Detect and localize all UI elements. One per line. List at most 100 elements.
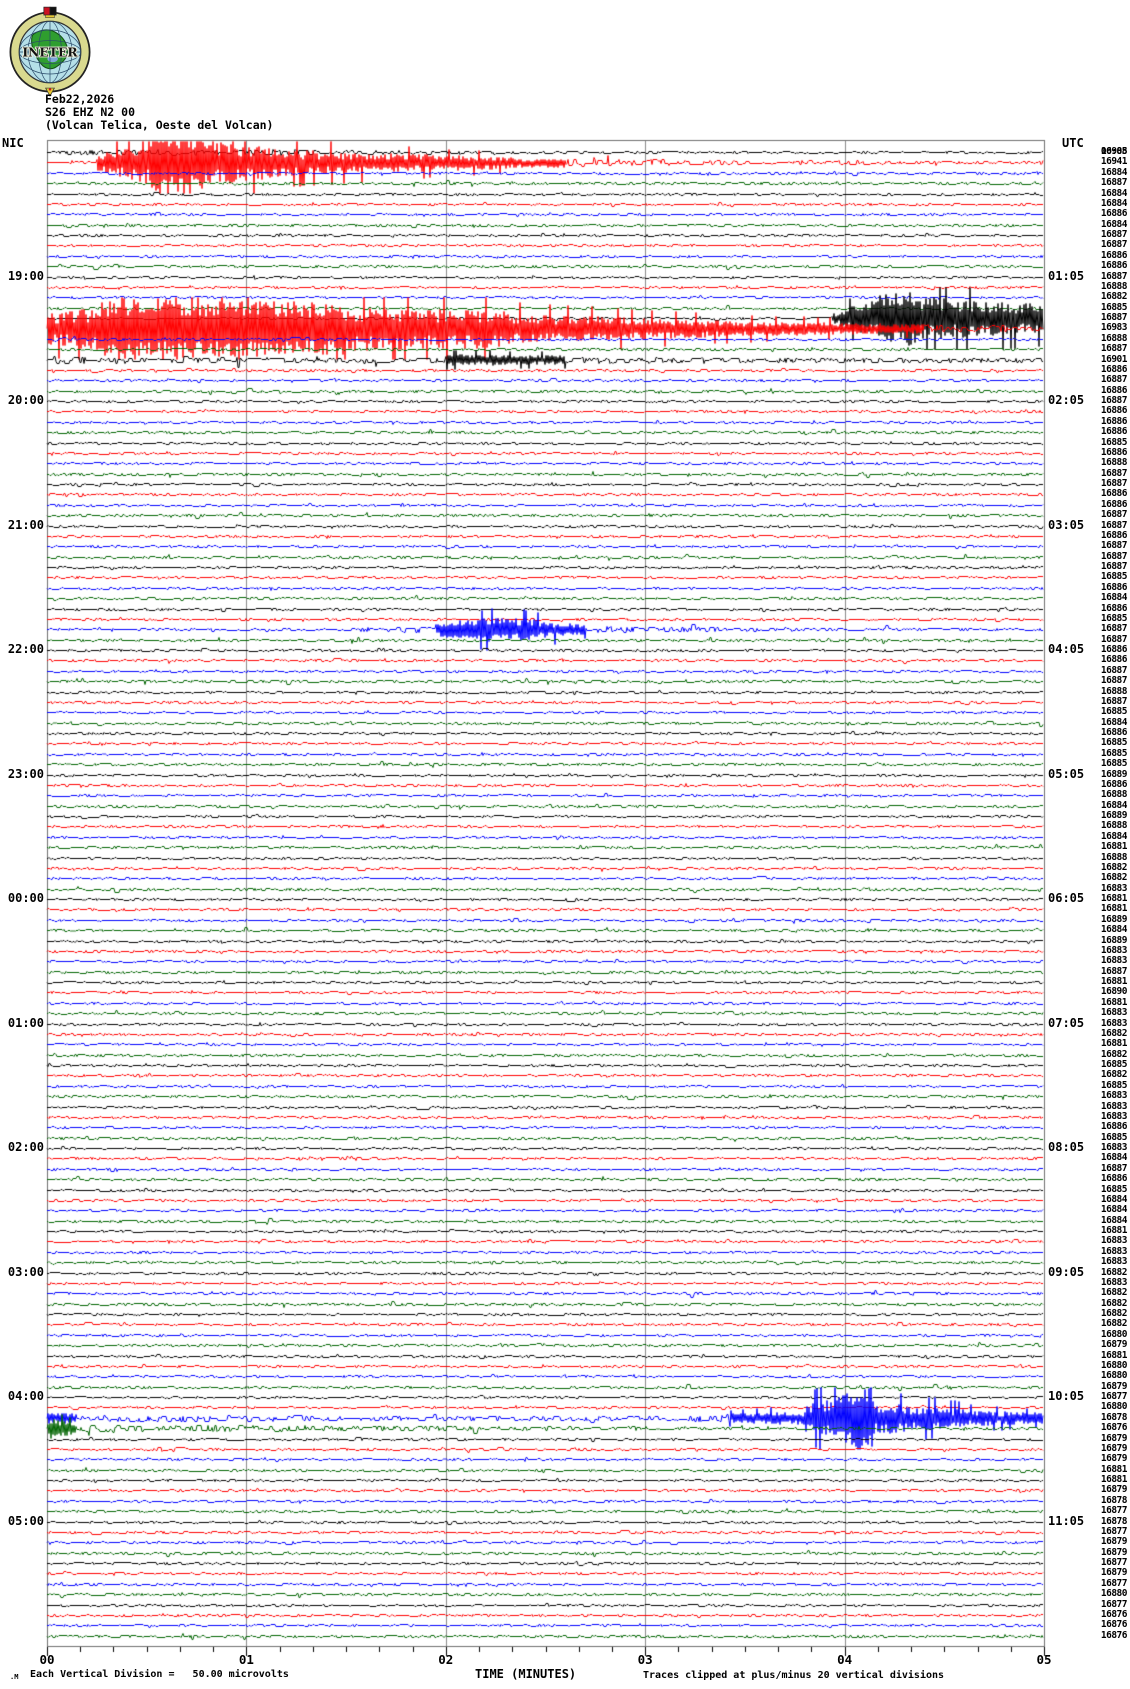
trace-mean-value: 16883: [1100, 1090, 1128, 1102]
trace-mean-value: 16884: [1100, 197, 1128, 209]
trace-mean-value: 16983: [1100, 322, 1128, 334]
trace-mean-value: 16886: [1100, 529, 1128, 541]
trace-mean-value: 16884: [1100, 218, 1128, 230]
trace-mean-value: 16880: [1100, 1401, 1128, 1413]
trace-mean-value: 16882: [1100, 1297, 1128, 1309]
trace-mean-value: 16879: [1100, 1432, 1128, 1444]
trace-mean-value: 16881: [1100, 903, 1128, 915]
trace-mean-value: 16878: [1100, 1494, 1128, 1506]
trace-mean-value: 16890: [1100, 986, 1128, 998]
trace-mean-value: 16879: [1100, 1339, 1128, 1351]
trace-mean-value: 16884: [1100, 1204, 1128, 1216]
trace-mean-value: 16888: [1100, 332, 1128, 344]
trace-mean-value: 16882: [1100, 1027, 1128, 1039]
local-hour-label: 20:00: [7, 393, 44, 407]
trace-mean-value: 16882: [1100, 1266, 1128, 1278]
trace-mean-value: 16877: [1100, 1391, 1128, 1402]
local-hour-label: 02:00: [7, 1140, 44, 1154]
trace-mean-value: 16881: [1100, 1038, 1128, 1050]
trace-mean-value: 16886: [1100, 260, 1128, 272]
trace-mean-value: 16878: [1100, 1411, 1128, 1423]
trace-mean-value: 16885: [1100, 612, 1128, 624]
utc-hour-label: 10:05: [1048, 1389, 1085, 1403]
trace-mean-value: 16887: [1100, 343, 1128, 355]
trace-mean-value: 16884: [1100, 592, 1128, 604]
trace-mean-value: 16883: [1100, 1142, 1128, 1153]
trace-mean-value: 16886: [1100, 1121, 1128, 1133]
trace-mean-value: 16889: [1100, 913, 1128, 925]
trace-mean-value: 16888: [1100, 789, 1128, 801]
x-axis-tick-label: 05: [1036, 1652, 1052, 1667]
trace-mean-value: 16882: [1100, 291, 1128, 303]
trace-mean-value: 16881: [1100, 841, 1128, 853]
trace-mean-value: 16885: [1100, 1059, 1128, 1070]
trace-mean-value: 16881: [1100, 1349, 1128, 1361]
trace-mean-value: 16879: [1100, 1536, 1128, 1548]
trace-mean-value: 16887: [1100, 540, 1128, 552]
trace-mean-value: 16879: [1100, 1546, 1128, 1558]
trace-mean-value: 16880: [1100, 1588, 1128, 1600]
trace-mean-value: 16880: [1100, 1359, 1128, 1371]
trace-mean-value: 16878: [1100, 1515, 1128, 1527]
trace-mean-value: 16877: [1100, 1525, 1128, 1537]
trace-mean-value: 16885: [1100, 706, 1128, 718]
trace-mean-value: 16882: [1100, 1069, 1128, 1081]
trace-mean-value: 16884: [1100, 1193, 1128, 1205]
local-hour-label: 00:00: [7, 891, 44, 905]
logo-text: INETER: [22, 44, 78, 59]
x-axis-tick-label: 04: [837, 1652, 853, 1667]
trace-mean-value: 16884: [1100, 1152, 1128, 1164]
trace-mean-value: 16883: [1100, 955, 1128, 967]
x-axis-tick-label: 02: [438, 1652, 454, 1667]
trace-mean-value: 16883: [1100, 1100, 1128, 1112]
trace-mean-value: 16888: [1100, 685, 1128, 697]
trace-mean-value: 16941: [1100, 156, 1128, 168]
trace-mean-value: 16885: [1100, 1183, 1128, 1195]
x-axis-tick-label: 03: [637, 1652, 653, 1667]
local-hour-label: 05:00: [7, 1513, 44, 1528]
trace-mean-value: 16882: [1100, 1048, 1128, 1060]
trace-mean-value: 16886: [1100, 778, 1128, 790]
trace-mean-value: 16886: [1100, 405, 1128, 417]
trace-mean-value: 16887: [1100, 270, 1128, 282]
scale-note: Each Vertical Division = 50.00 microvolt…: [30, 1669, 289, 1680]
trace-mean-value: 16887: [1100, 177, 1128, 189]
trace-mean-value: 16889: [1100, 810, 1128, 821]
trace-mean-value: 16883: [1100, 1256, 1128, 1268]
trace-mean-value: 16887: [1100, 467, 1128, 479]
utc-hour-label: 07:05: [1048, 1015, 1085, 1030]
trace-mean-value: 16879: [1100, 1442, 1128, 1454]
left-timezone-label: NIC: [2, 136, 24, 150]
utc-hour-label: 05:05: [1048, 766, 1085, 781]
trace-mean-value: 16885: [1100, 571, 1128, 583]
trace-mean-value: 16887: [1100, 374, 1128, 386]
trace-mean-value: 16888: [1100, 820, 1128, 832]
trace-mean-value: 16884: [1100, 830, 1128, 842]
local-hour-label: 22:00: [7, 642, 44, 656]
trace-mean-value: 16883: [1100, 1110, 1128, 1122]
trace-mean-value: 16887: [1100, 965, 1128, 977]
utc-hour-label: 04:05: [1048, 642, 1085, 656]
ineter-logo: INETER: [6, 2, 94, 102]
header-date: Feb22,2026: [45, 92, 115, 106]
trace-mean-value: 16876: [1100, 1629, 1128, 1641]
trace-mean-value: 16887: [1100, 633, 1128, 645]
trace-mean-value: 16887: [1100, 509, 1128, 521]
trace-mean-value: 16882: [1100, 872, 1128, 884]
trace-mean-value: 16887: [1100, 664, 1128, 676]
trace-mean-value: 16876: [1100, 1619, 1128, 1631]
trace-mean-value: 16879: [1100, 1453, 1128, 1465]
trace-mean-value: 16888: [1100, 280, 1128, 292]
trace-mean-value: 16886: [1100, 426, 1128, 438]
trace-mean-value: 16887: [1100, 229, 1128, 240]
trace-mean-value: 16877: [1100, 1557, 1128, 1568]
trace-mean-value: 16886: [1100, 654, 1128, 666]
trace-mean-value: 16884: [1100, 716, 1128, 728]
trace-mean-value: 16886: [1100, 581, 1128, 593]
trace-mean-value: 16881: [1100, 893, 1128, 904]
local-hour-label: 19:00: [7, 268, 44, 283]
trace-mean-value: 16885: [1100, 301, 1128, 313]
utc-hour-label: 00:05: [1100, 146, 1128, 157]
trace-mean-value: 16887: [1100, 1162, 1128, 1174]
trace-mean-value: 16888: [1100, 851, 1128, 863]
